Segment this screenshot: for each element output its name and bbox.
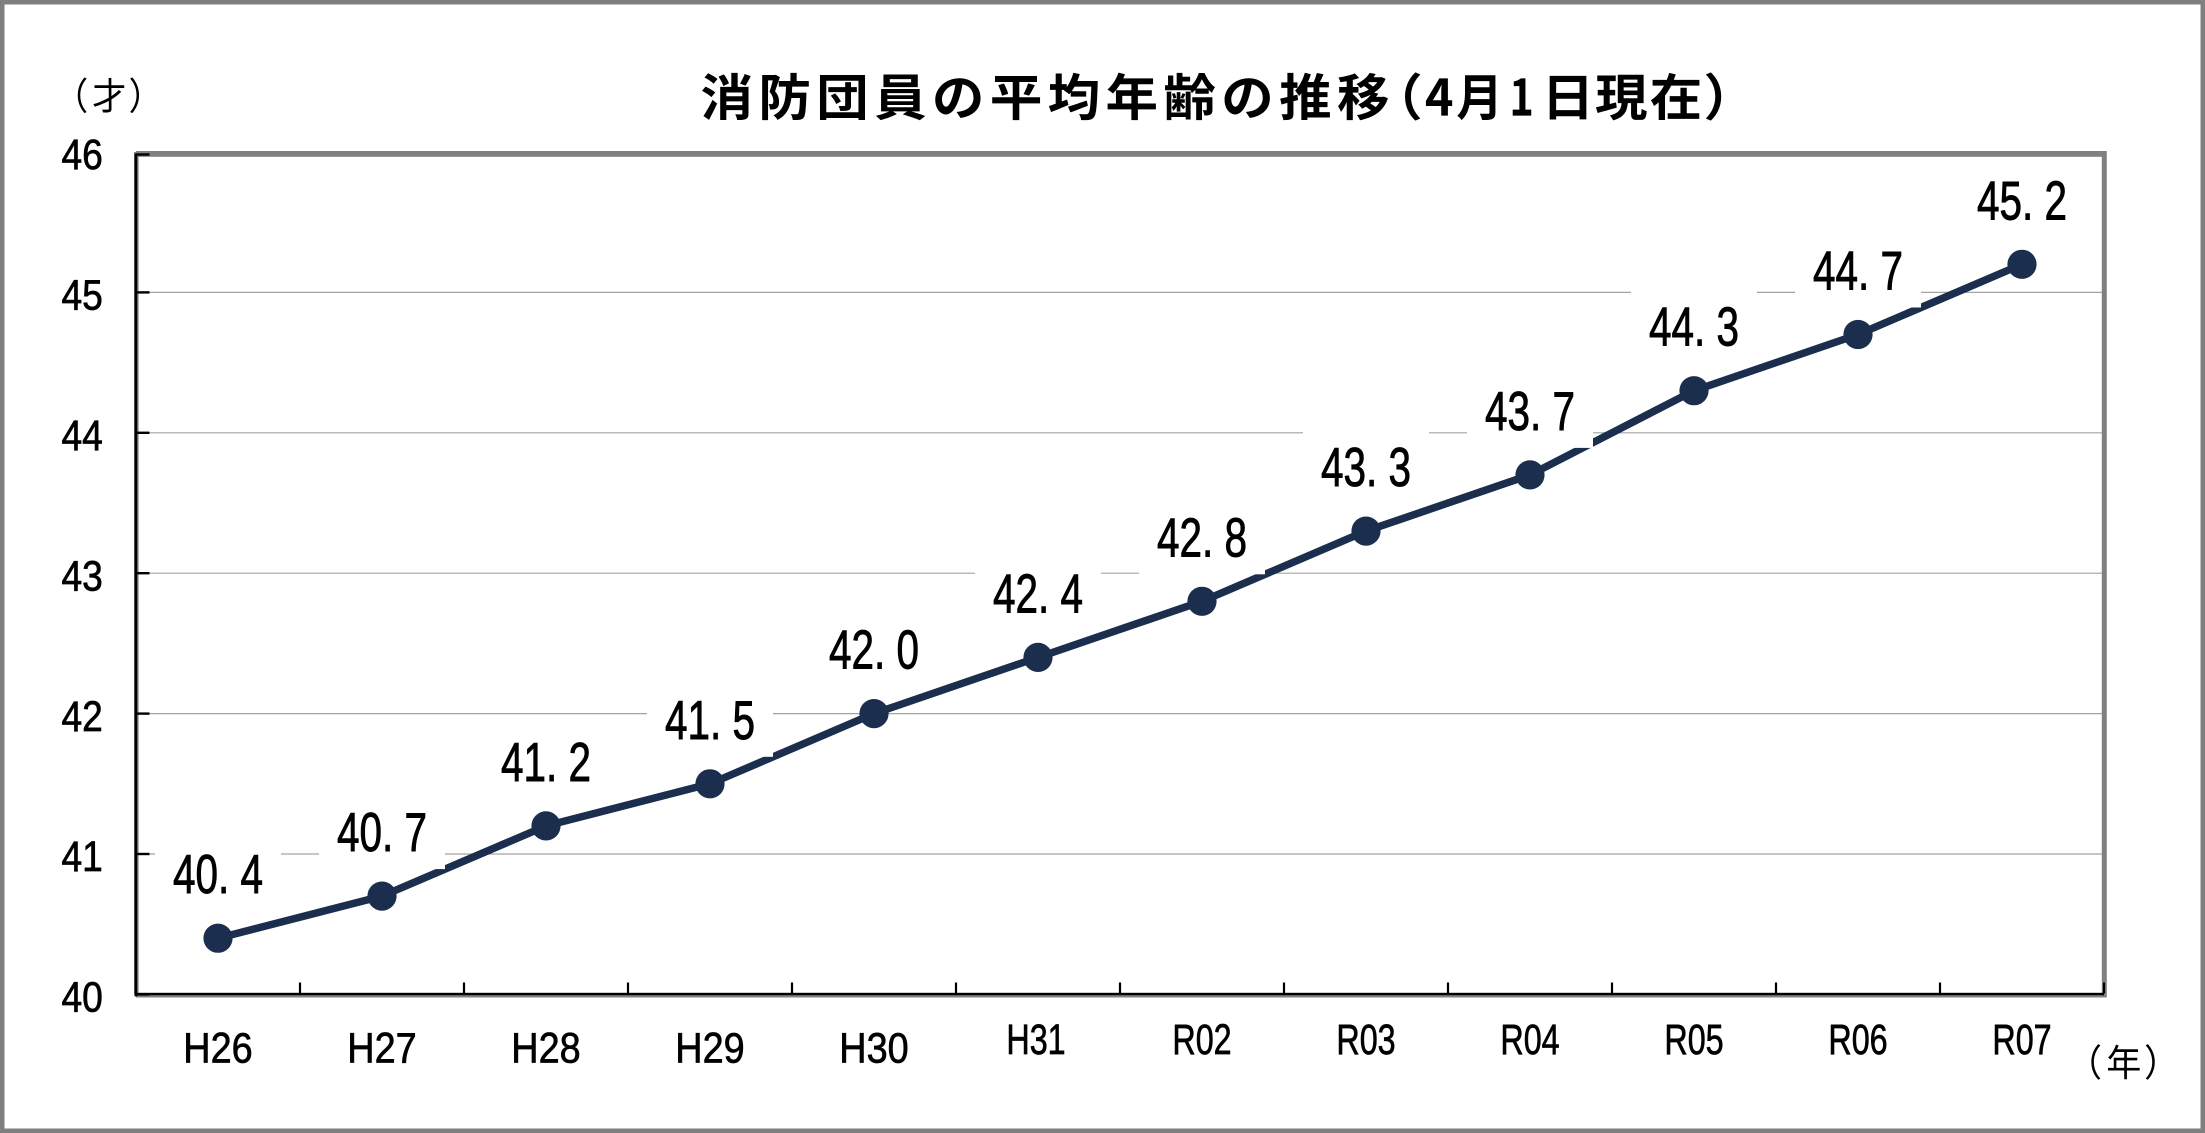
- svg-text:40: 40: [61, 973, 102, 1021]
- svg-text:R07: R07: [1992, 1016, 2051, 1063]
- svg-text:43. 7: 43. 7: [1485, 381, 1575, 443]
- svg-text:42: 42: [61, 692, 102, 740]
- svg-text:45: 45: [61, 271, 102, 319]
- svg-text:R05: R05: [1664, 1016, 1723, 1063]
- svg-text:42. 8: 42. 8: [1157, 507, 1247, 569]
- svg-text:H30: H30: [839, 1023, 908, 1072]
- svg-text:H31: H31: [1006, 1016, 1065, 1063]
- svg-text:43. 3: 43. 3: [1321, 437, 1411, 499]
- svg-text:R02: R02: [1172, 1016, 1231, 1063]
- svg-text:H26: H26: [183, 1023, 252, 1072]
- svg-text:R04: R04: [1500, 1016, 1559, 1063]
- svg-text:R06: R06: [1828, 1016, 1887, 1063]
- svg-text:44. 3: 44. 3: [1649, 297, 1739, 359]
- svg-text:H27: H27: [347, 1023, 416, 1072]
- svg-text:41. 5: 41. 5: [665, 690, 755, 752]
- svg-text:42. 4: 42. 4: [993, 563, 1083, 625]
- svg-text:40. 7: 40. 7: [337, 802, 427, 864]
- svg-text:45. 2: 45. 2: [1977, 170, 2067, 232]
- svg-text:40. 4: 40. 4: [173, 844, 263, 906]
- svg-text:41: 41: [61, 833, 102, 881]
- svg-text:46: 46: [61, 131, 102, 179]
- svg-text:44: 44: [61, 411, 102, 459]
- svg-text:44. 7: 44. 7: [1813, 241, 1903, 303]
- svg-text:H29: H29: [675, 1023, 744, 1072]
- svg-text:42. 0: 42. 0: [829, 620, 919, 682]
- svg-text:R03: R03: [1336, 1016, 1395, 1063]
- svg-text:41. 2: 41. 2: [501, 732, 591, 794]
- svg-text:H28: H28: [511, 1023, 580, 1072]
- svg-text:43: 43: [61, 552, 102, 600]
